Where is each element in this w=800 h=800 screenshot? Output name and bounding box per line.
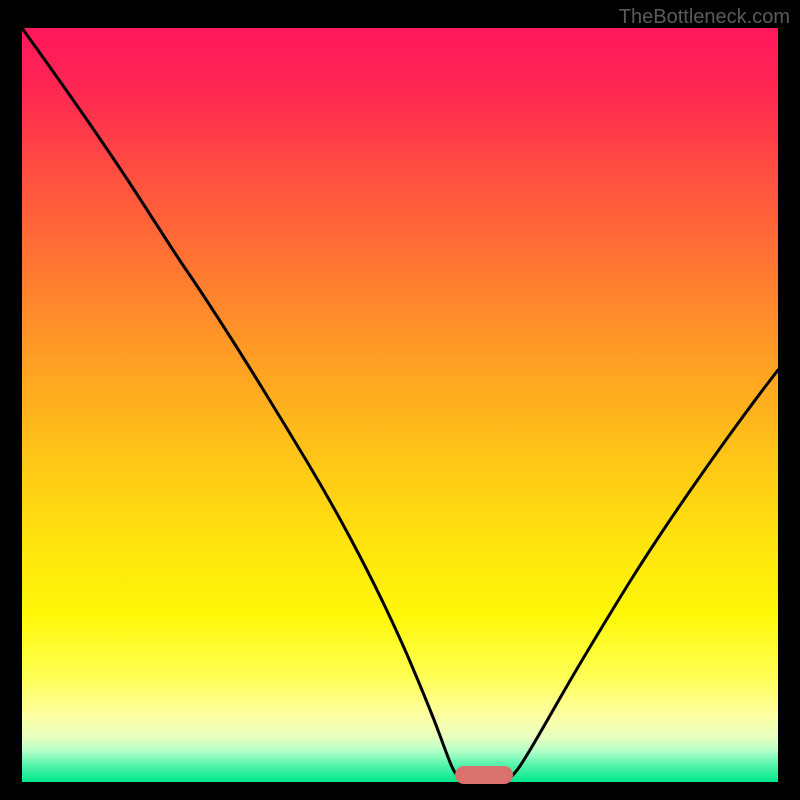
bottleneck-chart: TheBottleneck.com: [0, 0, 800, 800]
trough-marker: [455, 766, 513, 784]
watermark-text: TheBottleneck.com: [619, 6, 790, 29]
chart-background: [22, 28, 778, 782]
chart-svg: [0, 0, 800, 800]
